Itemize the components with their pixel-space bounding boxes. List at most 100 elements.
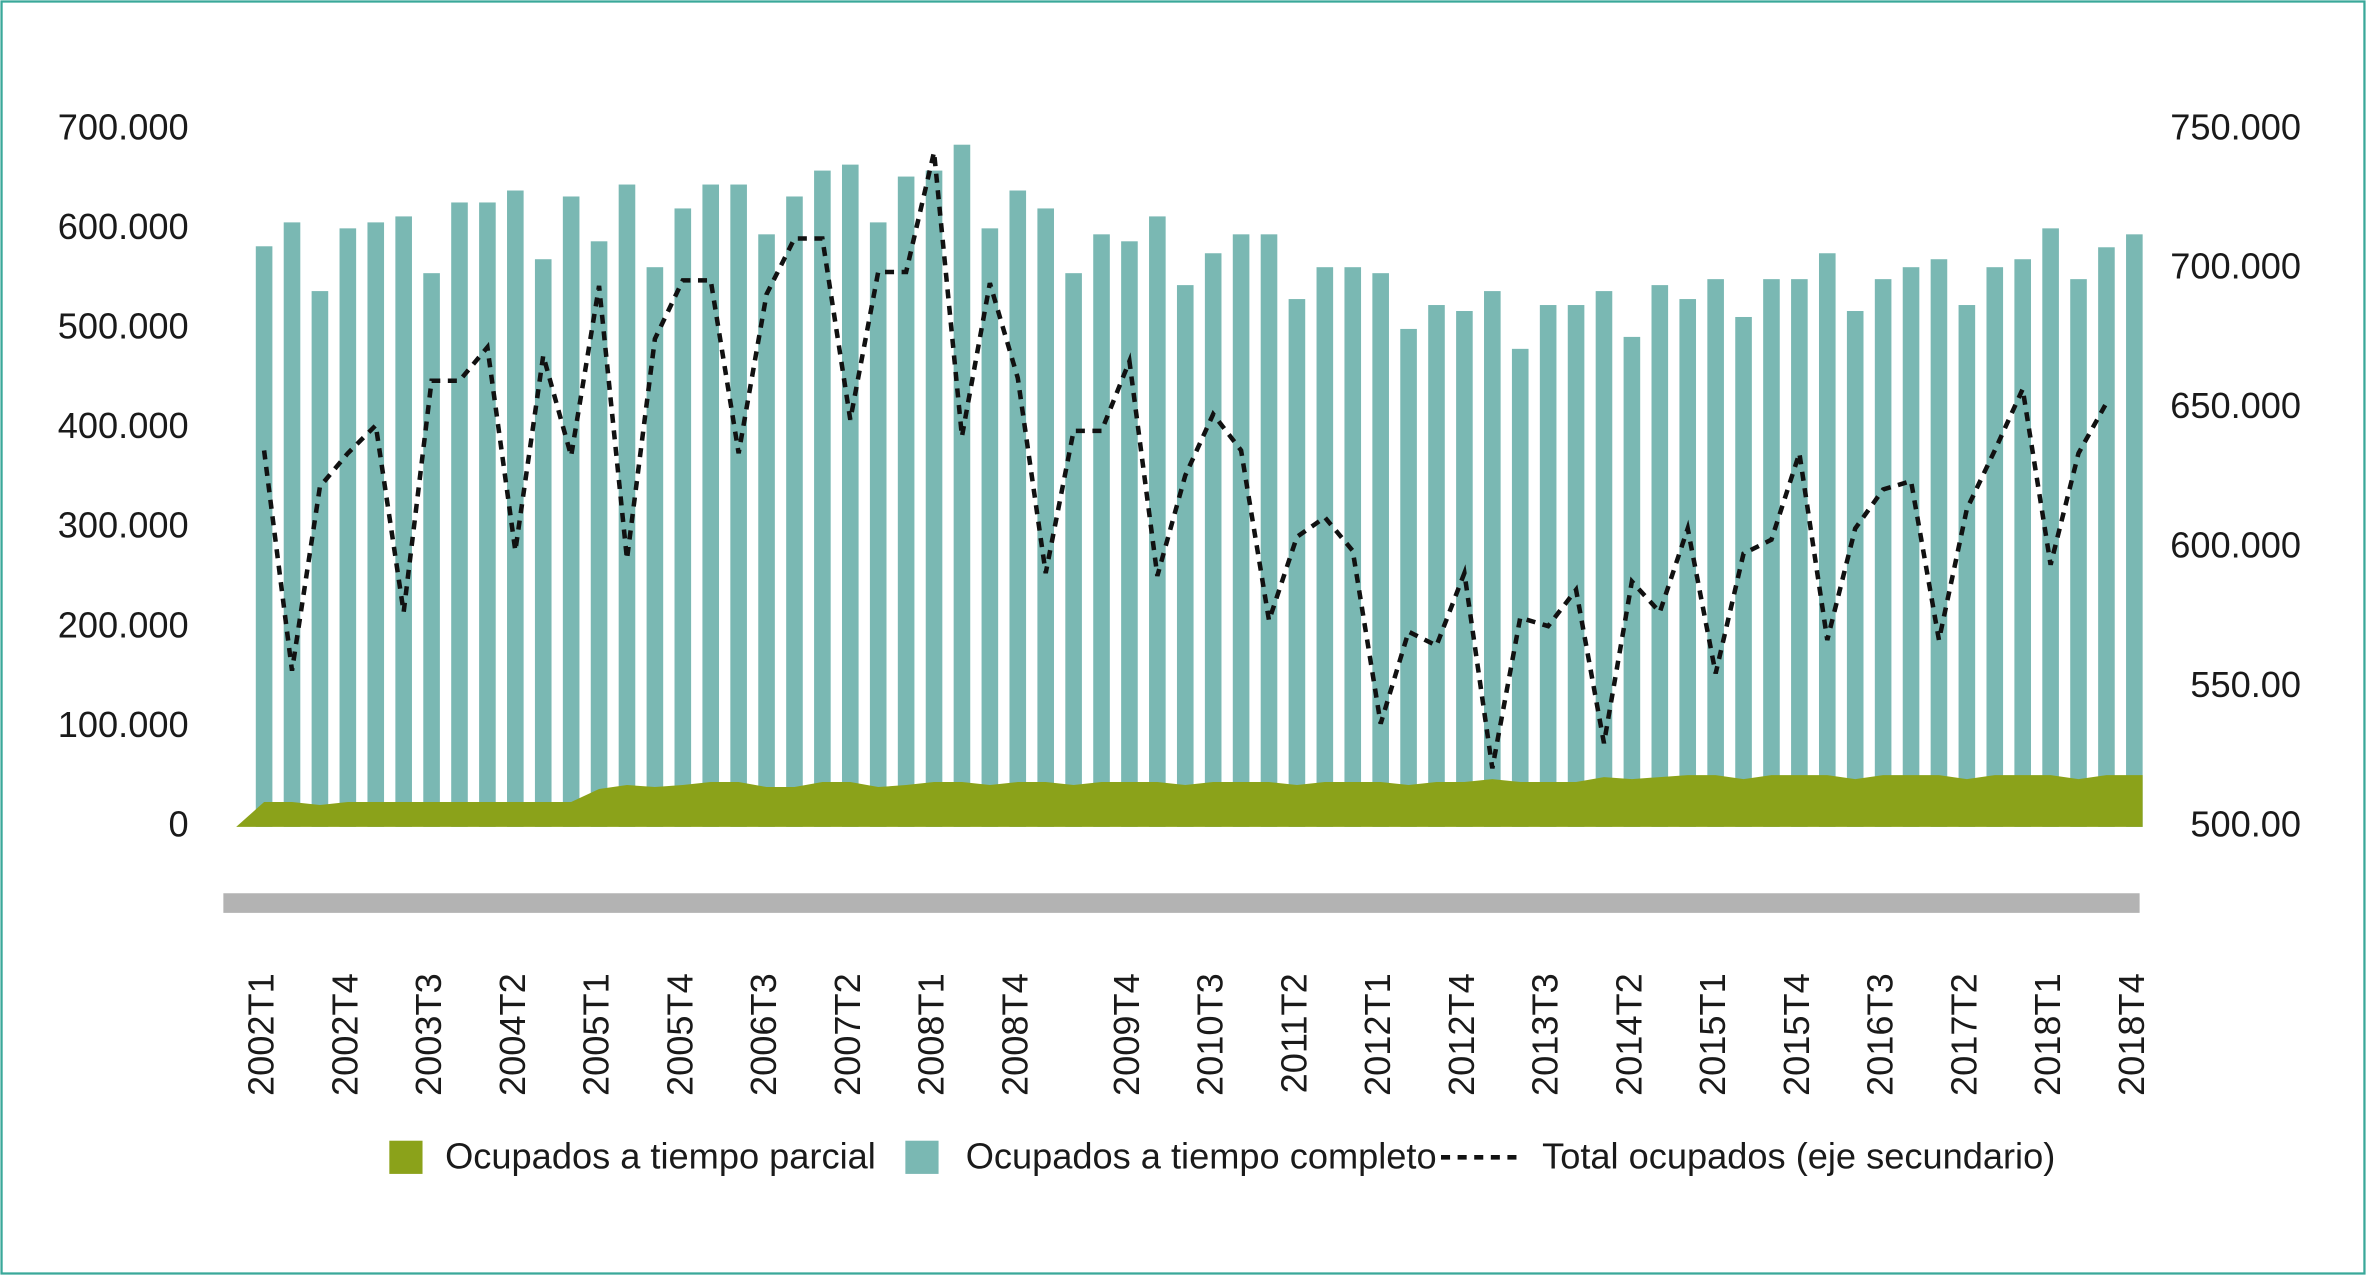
bar: [1986, 267, 2004, 827]
bar: [1176, 285, 1194, 827]
y-tick-label: 200.000: [58, 604, 189, 645]
bar: [590, 241, 608, 827]
bar: [1260, 234, 1278, 827]
y-tick-label: 0: [169, 803, 189, 844]
bar: [1093, 234, 1110, 827]
bar: [1874, 279, 1892, 827]
y-tick-label: 300.000: [58, 505, 189, 546]
x-tick-label: 2018T4: [2111, 973, 2152, 1096]
bar: [2042, 228, 2059, 827]
bar: [702, 184, 720, 827]
y-tick-label: 600.000: [58, 206, 189, 247]
bar: [2126, 234, 2143, 827]
bar: [1344, 267, 1362, 827]
x-tick-label: 2011T2: [1273, 973, 1314, 1093]
bar: [1316, 267, 1334, 827]
y-tick-label: 500.000: [58, 305, 189, 346]
bar: [479, 202, 496, 827]
x-tick-label: 2003T3: [408, 973, 449, 1096]
bar: [1149, 216, 1166, 827]
bar: [1930, 259, 1948, 827]
bar: [1037, 208, 1054, 827]
bar: [2070, 279, 2087, 827]
axis-band: [223, 893, 2140, 913]
y-tick-label: 400.000: [58, 405, 189, 446]
bar: [283, 222, 301, 827]
y-tick-label: 700.000: [58, 106, 189, 147]
y2-tick-label: 600.000: [2170, 525, 2301, 566]
x-tick-label: 2010T3: [1190, 973, 1231, 1096]
bar: [339, 228, 357, 827]
y-tick-label: 100.000: [58, 704, 189, 745]
x-tick-label: 2005T4: [659, 973, 700, 1096]
bar: [1484, 291, 1501, 827]
x-tick-label: 2002T4: [324, 973, 365, 1096]
bar: [534, 259, 552, 827]
bar: [1791, 279, 1808, 827]
bar: [953, 144, 971, 827]
bar: [1009, 190, 1027, 827]
y2-tick-label: 500.00: [2190, 803, 2301, 844]
x-tick-label: 2017T2: [1943, 973, 1984, 1096]
x-tick-label: 2005T1: [576, 973, 617, 1096]
x-tick-label: 2013T3: [1525, 973, 1566, 1096]
bar: [1511, 348, 1529, 827]
bar: [1288, 299, 1306, 827]
bar: [925, 170, 943, 827]
bar: [1902, 267, 1920, 827]
bar: [2098, 247, 2115, 827]
bar: [1595, 291, 1613, 827]
bar: [786, 196, 803, 827]
x-tick-label: 2004T2: [492, 973, 533, 1096]
bar: [451, 202, 468, 827]
bar: [1065, 273, 1082, 827]
x-tick-label: 2006T3: [743, 973, 784, 1096]
x-tick-label: 2015T1: [1692, 973, 1733, 1096]
bar: [1958, 305, 1976, 827]
bar: [730, 184, 747, 827]
x-tick-label: 2002T1: [241, 973, 282, 1096]
bar: [562, 196, 580, 827]
bar: [1539, 305, 1557, 827]
y2-tick-label: 550.00: [2190, 664, 2301, 705]
legend-swatch: [905, 1140, 939, 1174]
legend-label: Ocupados a tiempo parcial: [445, 1135, 876, 1176]
legend-swatch: [389, 1140, 423, 1174]
area: [236, 775, 2143, 827]
bar: [646, 267, 664, 827]
legend-label: Total ocupados (eje secundario): [1542, 1135, 2055, 1176]
line: [261, 151, 2109, 769]
bar: [1707, 279, 1724, 827]
legend-label: Ocupados a tiempo completo: [966, 1135, 1437, 1176]
bar: [2014, 259, 2031, 827]
bar: [758, 234, 775, 827]
x-tick-label: 2007T2: [827, 973, 868, 1096]
bar: [1679, 299, 1697, 827]
bar: [1372, 273, 1389, 827]
y2-tick-label: 750.000: [2170, 106, 2301, 147]
bar: [618, 184, 636, 827]
bar: [869, 222, 887, 827]
x-tick-label: 2015T4: [1776, 973, 1817, 1096]
bar: [395, 216, 412, 827]
bar: [311, 291, 329, 827]
bar: [674, 208, 692, 827]
bar: [1121, 241, 1138, 827]
bar: [1735, 316, 1752, 827]
bar: [897, 176, 915, 827]
bar: [841, 164, 859, 827]
bar: [814, 170, 831, 827]
x-tick-label: 2016T3: [1860, 973, 1901, 1096]
bar: [1651, 285, 1669, 827]
x-tick-label: 2014T2: [1608, 973, 1649, 1096]
bar: [423, 273, 440, 827]
bar: [981, 228, 999, 827]
x-tick-label: 2008T4: [994, 973, 1035, 1096]
bar: [1400, 328, 1417, 827]
x-tick-label: 2009T4: [1106, 973, 1147, 1096]
bar: [1567, 305, 1585, 827]
bar: [367, 222, 385, 827]
y2-tick-label: 650.000: [2170, 385, 2301, 426]
bar: [1763, 279, 1780, 827]
